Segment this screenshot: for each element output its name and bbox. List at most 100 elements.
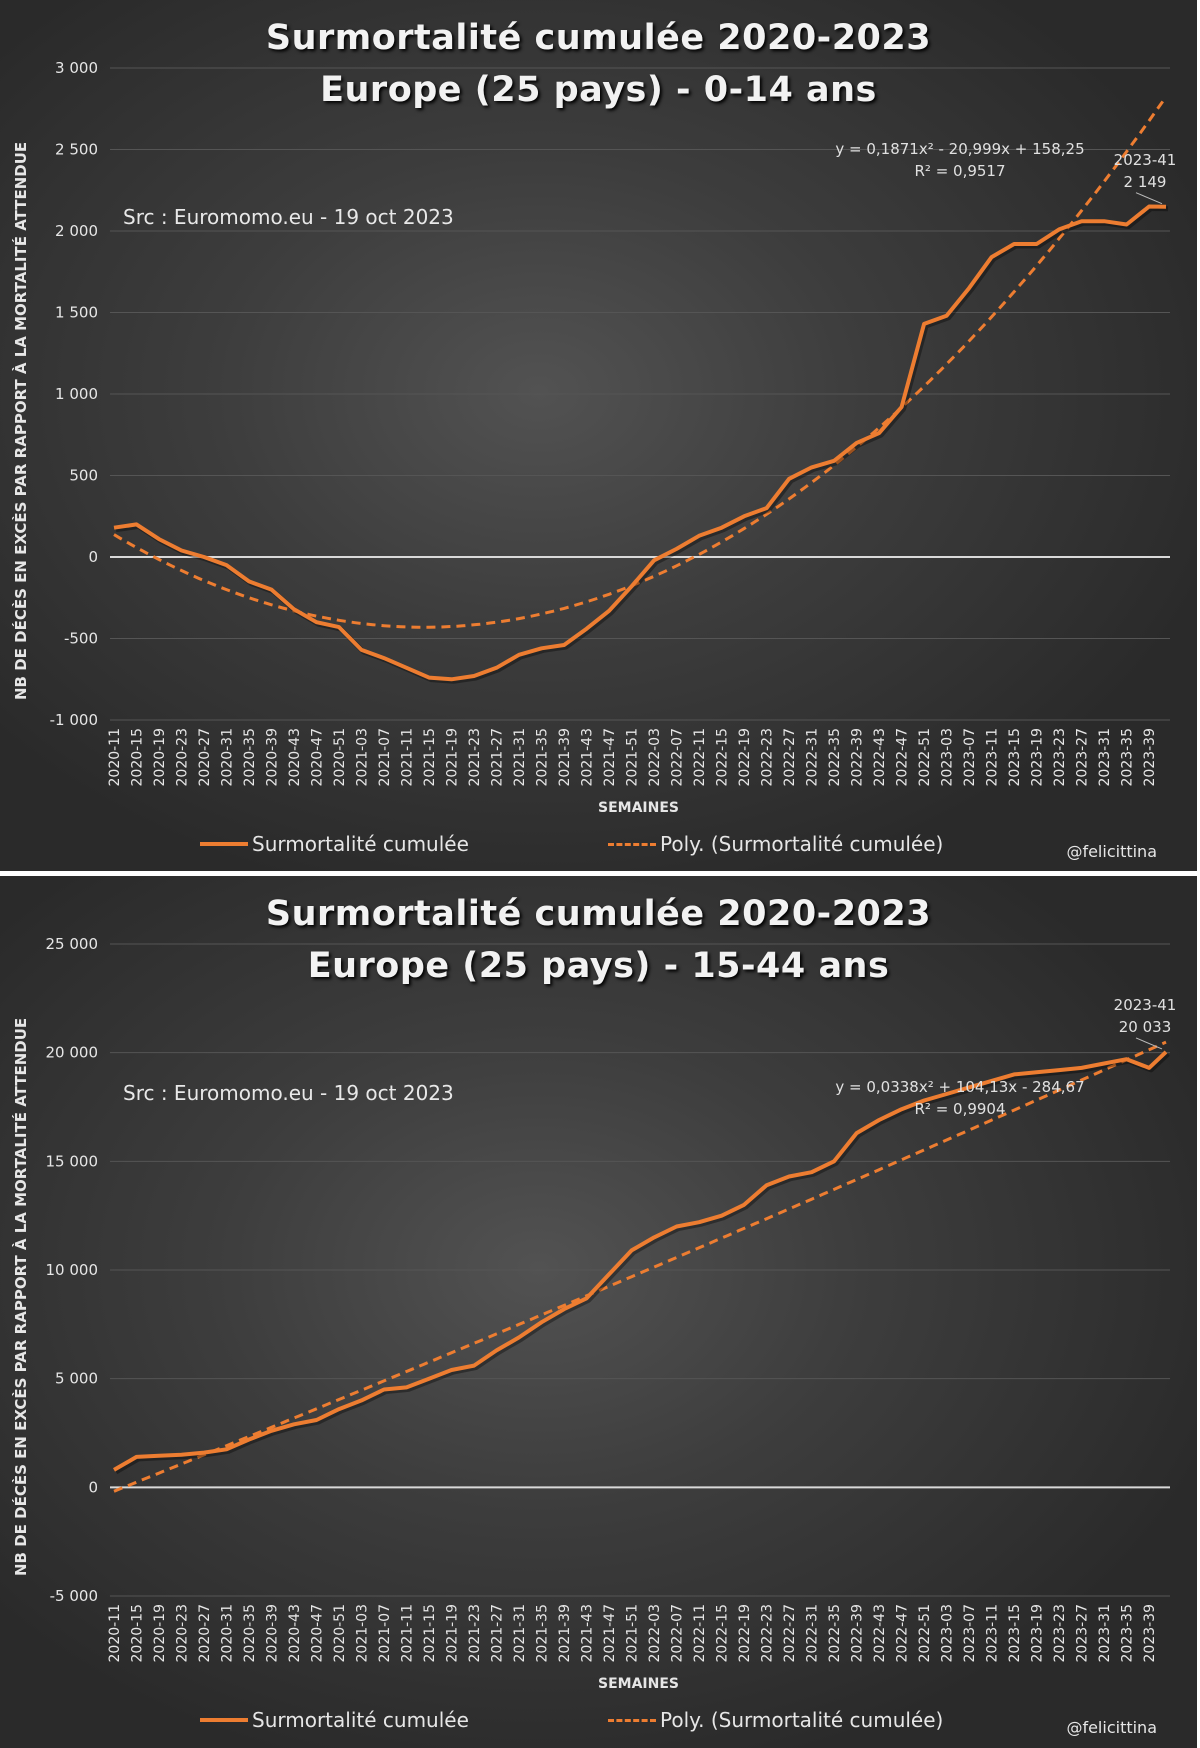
x-tick-label: 2020-23 <box>175 1604 191 1663</box>
x-tick-label: 2021-07 <box>377 1604 393 1663</box>
y-tick-label: 20 000 <box>46 1044 99 1062</box>
chart-title: Surmortalité cumulée 2020-2023 <box>265 894 932 934</box>
x-tick-label: 2022-39 <box>850 1604 866 1663</box>
x-tick-label: 2021-03 <box>355 728 371 787</box>
x-tick-label: 2021-43 <box>580 1604 596 1663</box>
r-squared-text: R² = 0,9517 <box>914 162 1006 180</box>
last-point-value: 2 149 <box>1123 173 1167 191</box>
y-tick-label: 10 000 <box>46 1261 99 1279</box>
y-tick-label: 1 000 <box>55 385 98 403</box>
y-tick-label: 5 000 <box>55 1370 98 1388</box>
x-tick-label: 2021-27 <box>490 1604 506 1663</box>
legend-label: Poly. (Surmortalité cumulée) <box>660 832 944 856</box>
x-tick-label: 2020-15 <box>130 728 146 787</box>
equation-text: y = 0,0338x² + 104,13x - 284,67 <box>835 1078 1085 1096</box>
x-tick-label: 2020-39 <box>265 728 281 787</box>
x-tick-label: 2023-39 <box>1142 1604 1158 1663</box>
source-note: Src : Euromomo.eu - 19 oct 2023 <box>123 1081 454 1105</box>
x-tick-label: 2020-35 <box>242 728 258 787</box>
y-tick-label: -5 000 <box>50 1587 98 1605</box>
x-tick-label: 2022-03 <box>647 728 663 787</box>
x-tick-label: 2021-11 <box>400 1604 416 1663</box>
y-tick-label: 25 000 <box>46 935 99 953</box>
x-tick-label: 2022-07 <box>670 1604 686 1663</box>
x-tick-label: 2021-43 <box>580 728 596 787</box>
x-tick-label: 2022-03 <box>647 1604 663 1663</box>
x-tick-label: 2023-39 <box>1142 728 1158 787</box>
x-tick-label: 2023-31 <box>1097 1604 1113 1663</box>
chart-panel-0-14: 3 000 2 500 2 000 1 500 1 000 500 0 -500 -1 000 2… <box>0 0 1197 871</box>
x-tick-label: 2020-27 <box>197 1604 213 1663</box>
x-tick-label: 2023-15 <box>1007 728 1023 787</box>
y-tick-label: 0 <box>88 1478 98 1496</box>
x-tick-label: 2022-07 <box>670 728 686 787</box>
trendline-equation: y = 0,1871x² - 20,999x + 158,25 R² = 0,9… <box>820 138 1100 182</box>
x-tick-label: 2022-31 <box>805 728 821 787</box>
x-tick-label: 2022-15 <box>715 728 731 787</box>
x-tick-label: 2022-11 <box>692 1604 708 1663</box>
legend-label: Poly. (Surmortalité cumulée) <box>660 1708 944 1732</box>
x-tick-label: 2022-19 <box>737 1604 753 1663</box>
x-tick-label: 2022-11 <box>692 728 708 787</box>
x-tick-label: 2021-35 <box>535 1604 551 1663</box>
x-tick-label: 2022-19 <box>737 728 753 787</box>
x-tick-label: 2020-19 <box>152 728 168 787</box>
x-tick-label: 2023-15 <box>1007 1604 1023 1663</box>
legend-item-trend: Poly. (Surmortalité cumulée) <box>608 1708 943 1732</box>
x-tick-label: 2020-47 <box>310 1604 326 1663</box>
author-credit: @felicittina <box>1066 1718 1157 1737</box>
x-tick-label: 2022-47 <box>895 728 911 787</box>
y-tick-label: 3 000 <box>55 59 98 77</box>
last-point-label: 2023-41 20 033 <box>1105 994 1185 1038</box>
y-axis-title: NB DE DÉCÈS EN EXCÈS PAR RAPPORT À LA MO… <box>12 1017 30 1576</box>
trendline-series <box>113 1040 1167 1493</box>
chart-subtitle: Europe (25 pays) - 0-14 ans <box>320 70 877 110</box>
x-tick-label: 2021-51 <box>625 728 641 787</box>
x-tick-label: 2022-23 <box>760 728 776 787</box>
y-tick-label: 15 000 <box>46 1152 99 1170</box>
x-tick-label: 2021-03 <box>355 1604 371 1663</box>
legend-swatch-dashed <box>608 842 656 846</box>
x-tick-label: 2020-35 <box>242 1604 258 1663</box>
chart-panel-15-44: 25 000 20 000 15 000 10 000 5 000 0 -5 000 2020… <box>0 876 1197 1748</box>
x-tick-label: 2021-19 <box>445 728 461 787</box>
legend-item-actual: Surmortalité cumulée <box>200 832 469 856</box>
x-axis-title: SEMAINES <box>598 800 679 816</box>
x-tick-label: 2023-35 <box>1120 1604 1136 1663</box>
x-tick-label: 2022-15 <box>715 1604 731 1663</box>
series-shadow <box>114 1052 1170 1475</box>
chart-title: Surmortalité cumulée 2020-2023 <box>265 18 932 58</box>
x-tick-label: 2022-51 <box>917 728 933 787</box>
x-tick-label: 2023-19 <box>1030 1604 1046 1663</box>
x-tick-label: 2020-15 <box>130 1604 146 1663</box>
trendline-series <box>113 95 1168 629</box>
x-tick-label: 2023-11 <box>985 1604 1001 1663</box>
x-tick-label: 2022-31 <box>805 1604 821 1663</box>
x-tick-label: 2023-19 <box>1030 728 1046 787</box>
x-tick-label: 2021-39 <box>557 1604 573 1663</box>
r-squared-text: R² = 0,9904 <box>914 1100 1006 1118</box>
y-tick-label: 1 500 <box>55 304 98 322</box>
x-tick-label: 2020-31 <box>220 728 236 787</box>
x-tick-label: 2021-23 <box>467 728 483 787</box>
x-tick-label: 2021-47 <box>602 728 618 787</box>
x-tick-label: 2021-27 <box>490 728 506 787</box>
label-leader-line <box>1135 192 1163 205</box>
x-tick-label: 2021-19 <box>445 1604 461 1663</box>
x-tick-label: 2022-23 <box>760 1604 776 1663</box>
last-point-week: 2023-41 <box>1113 996 1177 1014</box>
y-tick-label: 500 <box>69 467 98 485</box>
y-tick-label: -1 000 <box>50 711 98 729</box>
x-tick-label: 2020-19 <box>152 1604 168 1663</box>
author-credit: @felicittina <box>1066 842 1157 861</box>
x-tick-label: 2020-43 <box>287 1604 303 1663</box>
x-tick-label: 2023-31 <box>1097 728 1113 787</box>
x-tick-label: 2021-11 <box>400 728 416 787</box>
x-tick-label: 2022-47 <box>895 1604 911 1663</box>
x-tick-label: 2021-51 <box>625 1604 641 1663</box>
x-tick-label: 2021-47 <box>602 1604 618 1663</box>
x-tick-label: 2022-35 <box>827 728 843 787</box>
x-tick-label: 2020-47 <box>310 728 326 787</box>
x-tick-label: 2021-07 <box>377 728 393 787</box>
x-tick-label: 2023-07 <box>962 728 978 787</box>
